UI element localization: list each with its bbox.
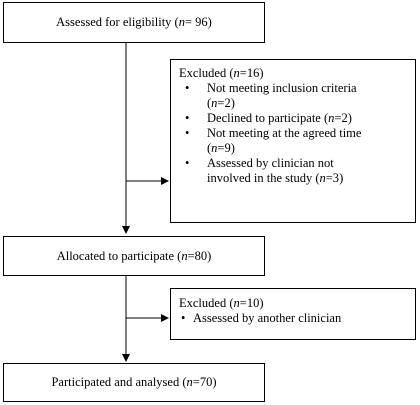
participated-text: Participated and analysed (n=70) — [51, 375, 217, 389]
excluded-second-list: Assessed by another clinician — [179, 311, 407, 326]
excluded-first-list: Not meeting inclusion criteria(n=2) Decl… — [179, 81, 407, 186]
excluded-second-box: Excluded (n=10) Assessed by another clin… — [170, 288, 416, 340]
excluded-second-title: Excluded (n=10) — [179, 296, 264, 310]
allocated-text: Allocated to participate (n=80) — [56, 248, 212, 263]
list-item: Declined to participate (n=2) — [179, 111, 407, 126]
assessed-text: Assessed for eligibility (n= 96) — [56, 15, 212, 29]
assessed-box: Assessed for eligibility (n= 96) — [3, 2, 265, 43]
list-item: Not meeting at the agreed time(n=9) — [179, 126, 407, 156]
list-item: Assessed by another clinician — [179, 311, 407, 326]
allocated-box: Allocated to participate (n=80) — [3, 236, 265, 276]
participated-box: Participated and analysed (n=70) — [3, 363, 265, 402]
list-item: Not meeting inclusion criteria(n=2) — [179, 81, 407, 111]
excluded-first-box: Excluded (n=16) Not meeting inclusion cr… — [170, 59, 416, 223]
excluded-first-title: Excluded (n=16) — [179, 66, 264, 80]
